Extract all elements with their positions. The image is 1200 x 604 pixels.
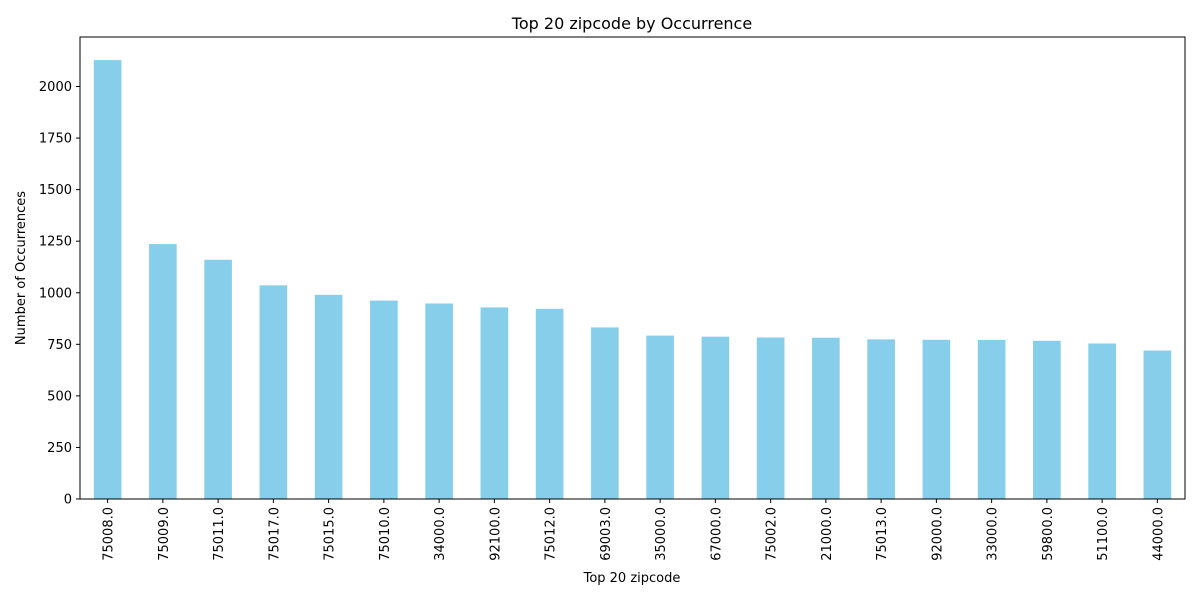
bars-group bbox=[93, 60, 1172, 499]
bar-75015.0 bbox=[314, 294, 343, 499]
bar-92100.0 bbox=[480, 307, 509, 499]
bar-34000.0 bbox=[425, 303, 453, 499]
x-tick-label: 75013.0 bbox=[875, 507, 890, 561]
x-tick-label: 75009.0 bbox=[157, 507, 172, 561]
x-tick-label: 75010.0 bbox=[378, 507, 393, 561]
bar-75013.0 bbox=[867, 339, 895, 499]
bar-67000.0 bbox=[701, 336, 730, 499]
x-tick-label: 75008.0 bbox=[102, 507, 117, 561]
bar-75012.0 bbox=[535, 308, 564, 499]
bar-75011.0 bbox=[204, 259, 232, 499]
bar-75017.0 bbox=[259, 285, 288, 499]
x-tick-label: 59800.0 bbox=[1041, 507, 1056, 561]
x-tick-label: 21000.0 bbox=[820, 507, 835, 561]
y-tick-label: 1500 bbox=[39, 183, 72, 198]
bar-33000.0 bbox=[977, 339, 1006, 499]
bar-35000.0 bbox=[646, 335, 674, 499]
y-tick-label: 500 bbox=[47, 389, 72, 404]
x-tick-label: 33000.0 bbox=[986, 507, 1001, 561]
x-tick-label: 75017.0 bbox=[267, 507, 282, 561]
x-axis-label: Top 20 zipcode bbox=[583, 571, 681, 586]
y-tick-label: 0 bbox=[64, 493, 72, 508]
bar-59800.0 bbox=[1033, 340, 1061, 499]
chart-title: Top 20 zipcode by Occurrence bbox=[511, 14, 752, 33]
y-axis-label: Number of Occurrences bbox=[14, 191, 29, 345]
bar-75009.0 bbox=[149, 244, 177, 499]
x-tick-label: 51100.0 bbox=[1096, 507, 1111, 561]
x-axis-ticks: 75008.0 75009.0 75011.0 75017.0 75015.0 75010… bbox=[102, 499, 1166, 561]
bar-75002.0 bbox=[756, 337, 785, 499]
x-tick-label: 75002.0 bbox=[765, 507, 780, 561]
y-tick-label: 250 bbox=[47, 441, 72, 456]
y-tick-label: 1000 bbox=[39, 286, 72, 301]
bar-44000.0 bbox=[1143, 350, 1172, 499]
bar-69003.0 bbox=[591, 327, 619, 499]
bar-92000.0 bbox=[922, 339, 951, 499]
y-tick-label: 1750 bbox=[39, 132, 72, 147]
x-tick-label: 34000.0 bbox=[433, 507, 448, 561]
y-tick-label: 750 bbox=[47, 338, 72, 353]
bar-75008.0 bbox=[93, 60, 122, 499]
x-tick-label: 67000.0 bbox=[709, 507, 724, 561]
y-tick-label: 1250 bbox=[39, 235, 72, 250]
x-tick-label: 92100.0 bbox=[488, 507, 503, 561]
x-tick-label: 69003.0 bbox=[599, 507, 614, 561]
y-tick-label: 2000 bbox=[39, 80, 72, 95]
x-tick-label: 75012.0 bbox=[544, 507, 559, 561]
x-tick-label: 44000.0 bbox=[1151, 507, 1166, 561]
x-tick-label: 35000.0 bbox=[654, 507, 669, 561]
y-axis-ticks: 0 250 500 750 1000 1250 1500 1750 2000 bbox=[39, 80, 80, 508]
x-tick-label: 75015.0 bbox=[323, 507, 338, 561]
plot-frame bbox=[79, 36, 1186, 500]
bar-51100.0 bbox=[1088, 343, 1116, 499]
bar-21000.0 bbox=[812, 337, 840, 499]
x-tick-label: 92000.0 bbox=[930, 507, 945, 561]
bar-75010.0 bbox=[370, 300, 398, 499]
x-tick-label: 75011.0 bbox=[212, 507, 227, 561]
